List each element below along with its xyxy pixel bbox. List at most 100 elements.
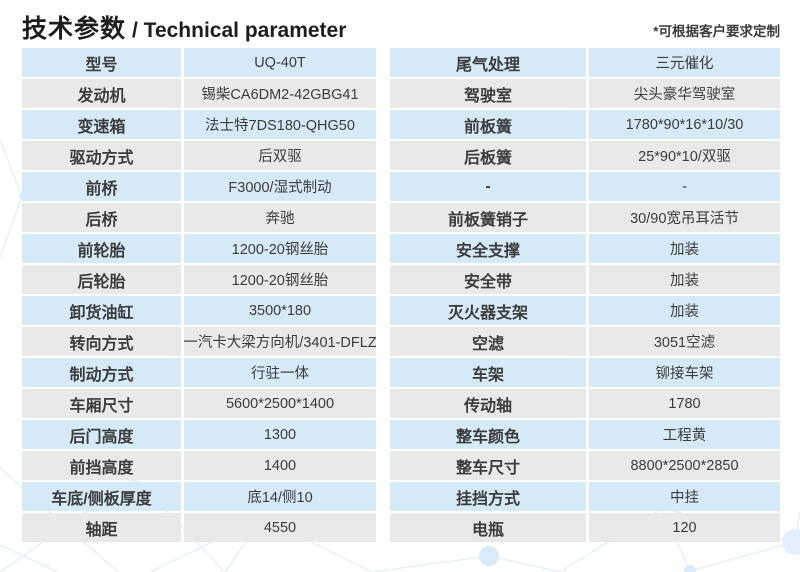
header: 技术参数 / Technical parameter *可根据客户要求定制: [22, 4, 780, 46]
param-value: UQ-40T: [184, 48, 376, 77]
param-label: 传动轴: [390, 389, 586, 418]
table-row: 转向方式 一汽卡大梁方向机/3401-DFLZ: [22, 327, 376, 356]
table-row: 整车尺寸 8800*2500*2850: [390, 451, 780, 480]
param-value: 加装: [589, 265, 780, 294]
param-label: 驱动方式: [22, 141, 181, 170]
param-label: 整车尺寸: [390, 451, 586, 480]
param-label: 安全支撑: [390, 234, 586, 263]
param-label: 灭火器支架: [390, 296, 586, 325]
table-row: 后门高度 1300: [22, 420, 376, 449]
spec-table-left: 型号 UQ-40T 发动机 锡柴CA6DM2-42GBG41 变速箱 法士特7DS18…: [22, 48, 376, 544]
table-row: 后轮胎 1200-20钢丝胎: [22, 265, 376, 294]
param-value: 1200-20钢丝胎: [184, 234, 376, 263]
param-label: 电瓶: [390, 513, 586, 542]
param-value: 5600*2500*1400: [184, 389, 376, 418]
param-value: 锡柴CA6DM2-42GBG41: [184, 79, 376, 108]
param-label: 整车颜色: [390, 420, 586, 449]
table-row: --: [390, 172, 780, 201]
param-value: 铆接车架: [589, 358, 780, 387]
param-value: 1300: [184, 420, 376, 449]
param-label: 车底/侧板厚度: [22, 482, 181, 511]
table-row: 空滤 3051空滤: [390, 327, 780, 356]
table-row: 电瓶 120: [390, 513, 780, 542]
customization-note: *可根据客户要求定制: [653, 24, 780, 39]
param-label: 驾驶室: [390, 79, 586, 108]
param-value: 奔驰: [184, 203, 376, 232]
param-label: 前板簧销子: [390, 203, 586, 232]
param-label: 卸货油缸: [22, 296, 181, 325]
param-value: -: [589, 172, 780, 201]
param-value: 1200-20钢丝胎: [184, 265, 376, 294]
param-value: 1780: [589, 389, 780, 418]
param-value: 三元催化: [589, 48, 780, 77]
table-row: 轴距 4550: [22, 513, 376, 542]
table-row: 前板簧 1780*90*16*10/30: [390, 110, 780, 139]
table-row: 传动轴 1780: [390, 389, 780, 418]
spec-tables: 型号 UQ-40T 发动机 锡柴CA6DM2-42GBG41 变速箱 法士特7DS18…: [22, 48, 780, 544]
param-label: 前板簧: [390, 110, 586, 139]
spec-table-right: 尾气处理 三元催化 驾驶室 尖头豪华驾驶室 前板簧 1780*90*16*10/30 …: [390, 48, 780, 544]
table-row: 车架 铆接车架: [390, 358, 780, 387]
param-label: 轴距: [22, 513, 181, 542]
param-label: 变速箱: [22, 110, 181, 139]
page-title-zh: 技术参数: [22, 15, 127, 43]
table-row: 后板簧 25*90*10/双驱: [390, 141, 780, 170]
param-value: 1780*90*16*10/30: [589, 110, 780, 139]
table-row: 挂挡方式 中挂: [390, 482, 780, 511]
param-label: 后板簧: [390, 141, 586, 170]
param-label: 后轮胎: [22, 265, 181, 294]
table-row: 驱动方式 后双驱: [22, 141, 376, 170]
param-value: 尖头豪华驾驶室: [589, 79, 780, 108]
param-label: 前桥: [22, 172, 181, 201]
table-row: 前挡高度 1400: [22, 451, 376, 480]
table-row: 后桥 奔驰: [22, 203, 376, 232]
page-title-en: / Technical parameter: [132, 19, 347, 42]
table-row: 灭火器支架 加装: [390, 296, 780, 325]
param-label: 后门高度: [22, 420, 181, 449]
param-value: 30/90宽吊耳活节: [589, 203, 780, 232]
table-row: 变速箱 法士特7DS180-QHG50: [22, 110, 376, 139]
param-value: 工程黄: [589, 420, 780, 449]
table-row: 前桥 F3000/湿式制动: [22, 172, 376, 201]
table-row: 制动方式 行驻一体: [22, 358, 376, 387]
param-label: 尾气处理: [390, 48, 586, 77]
param-value: 3051空滤: [589, 327, 780, 356]
table-row: 整车颜色 工程黄: [390, 420, 780, 449]
param-value: 后双驱: [184, 141, 376, 170]
param-label: 前挡高度: [22, 451, 181, 480]
table-row: 卸货油缸 3500*180: [22, 296, 376, 325]
param-label: 车架: [390, 358, 586, 387]
param-value: 8800*2500*2850: [589, 451, 780, 480]
page-title: 技术参数 / Technical parameter: [22, 17, 346, 46]
param-label: 安全带: [390, 265, 586, 294]
param-label: 制动方式: [22, 358, 181, 387]
param-value: 4550: [184, 513, 376, 542]
param-value: 中挂: [589, 482, 780, 511]
table-row: 安全支撑 加装: [390, 234, 780, 263]
table-row: 前轮胎 1200-20钢丝胎: [22, 234, 376, 263]
param-value: 一汽卡大梁方向机/3401-DFLZ: [184, 327, 376, 356]
param-value: 1400: [184, 451, 376, 480]
param-label: 后桥: [22, 203, 181, 232]
table-row: 前板簧销子 30/90宽吊耳活节: [390, 203, 780, 232]
table-row: 发动机 锡柴CA6DM2-42GBG41: [22, 79, 376, 108]
param-label: -: [390, 172, 586, 201]
param-value: 加装: [589, 296, 780, 325]
param-value: 25*90*10/双驱: [589, 141, 780, 170]
param-value: 加装: [589, 234, 780, 263]
param-label: 空滤: [390, 327, 586, 356]
param-label: 车厢尺寸: [22, 389, 181, 418]
table-row: 尾气处理 三元催化: [390, 48, 780, 77]
table-row: 车厢尺寸 5600*2500*1400: [22, 389, 376, 418]
param-value: F3000/湿式制动: [184, 172, 376, 201]
param-value: 120: [589, 513, 780, 542]
param-value: 3500*180: [184, 296, 376, 325]
param-label: 前轮胎: [22, 234, 181, 263]
param-value: 法士特7DS180-QHG50: [184, 110, 376, 139]
param-label: 型号: [22, 48, 181, 77]
param-value: 底14/侧10: [184, 482, 376, 511]
param-label: 转向方式: [22, 327, 181, 356]
table-row: 安全带 加装: [390, 265, 780, 294]
table-row: 车底/侧板厚度 底14/侧10: [22, 482, 376, 511]
